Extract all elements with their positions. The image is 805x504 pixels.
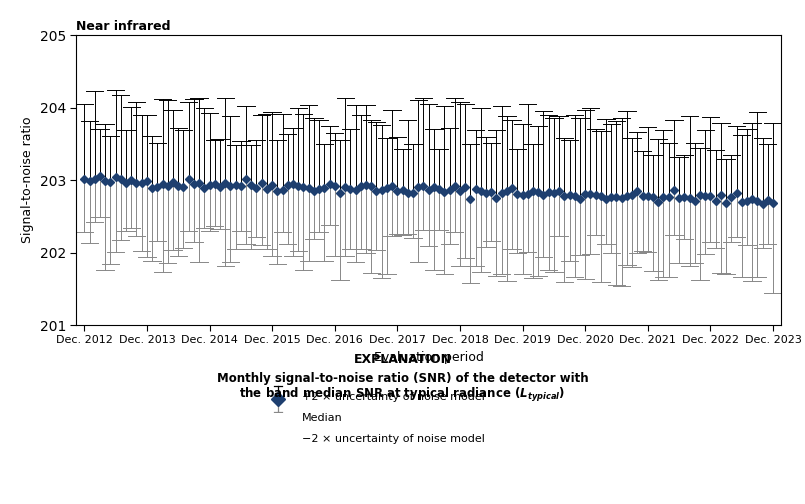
Text: Median: Median — [302, 413, 343, 423]
Text: the band median SNR at typical radiance ($\bfit{L}_{\bfit{typical}}$): the band median SNR at typical radiance … — [239, 386, 566, 404]
Text: +2 × uncertainty of noise model: +2 × uncertainty of noise model — [302, 392, 485, 402]
Text: EXPLANATION: EXPLANATION — [353, 353, 452, 366]
Text: Monthly signal-to-noise ratio (SNR) of the detector with: Monthly signal-to-noise ratio (SNR) of t… — [217, 372, 588, 385]
Text: −2 × uncertainty of noise model: −2 × uncertainty of noise model — [302, 434, 485, 444]
Text: Near infrared: Near infrared — [76, 20, 171, 33]
Y-axis label: Signal-to-noise ratio: Signal-to-noise ratio — [21, 117, 34, 243]
X-axis label: Evaluation period: Evaluation period — [374, 351, 484, 364]
